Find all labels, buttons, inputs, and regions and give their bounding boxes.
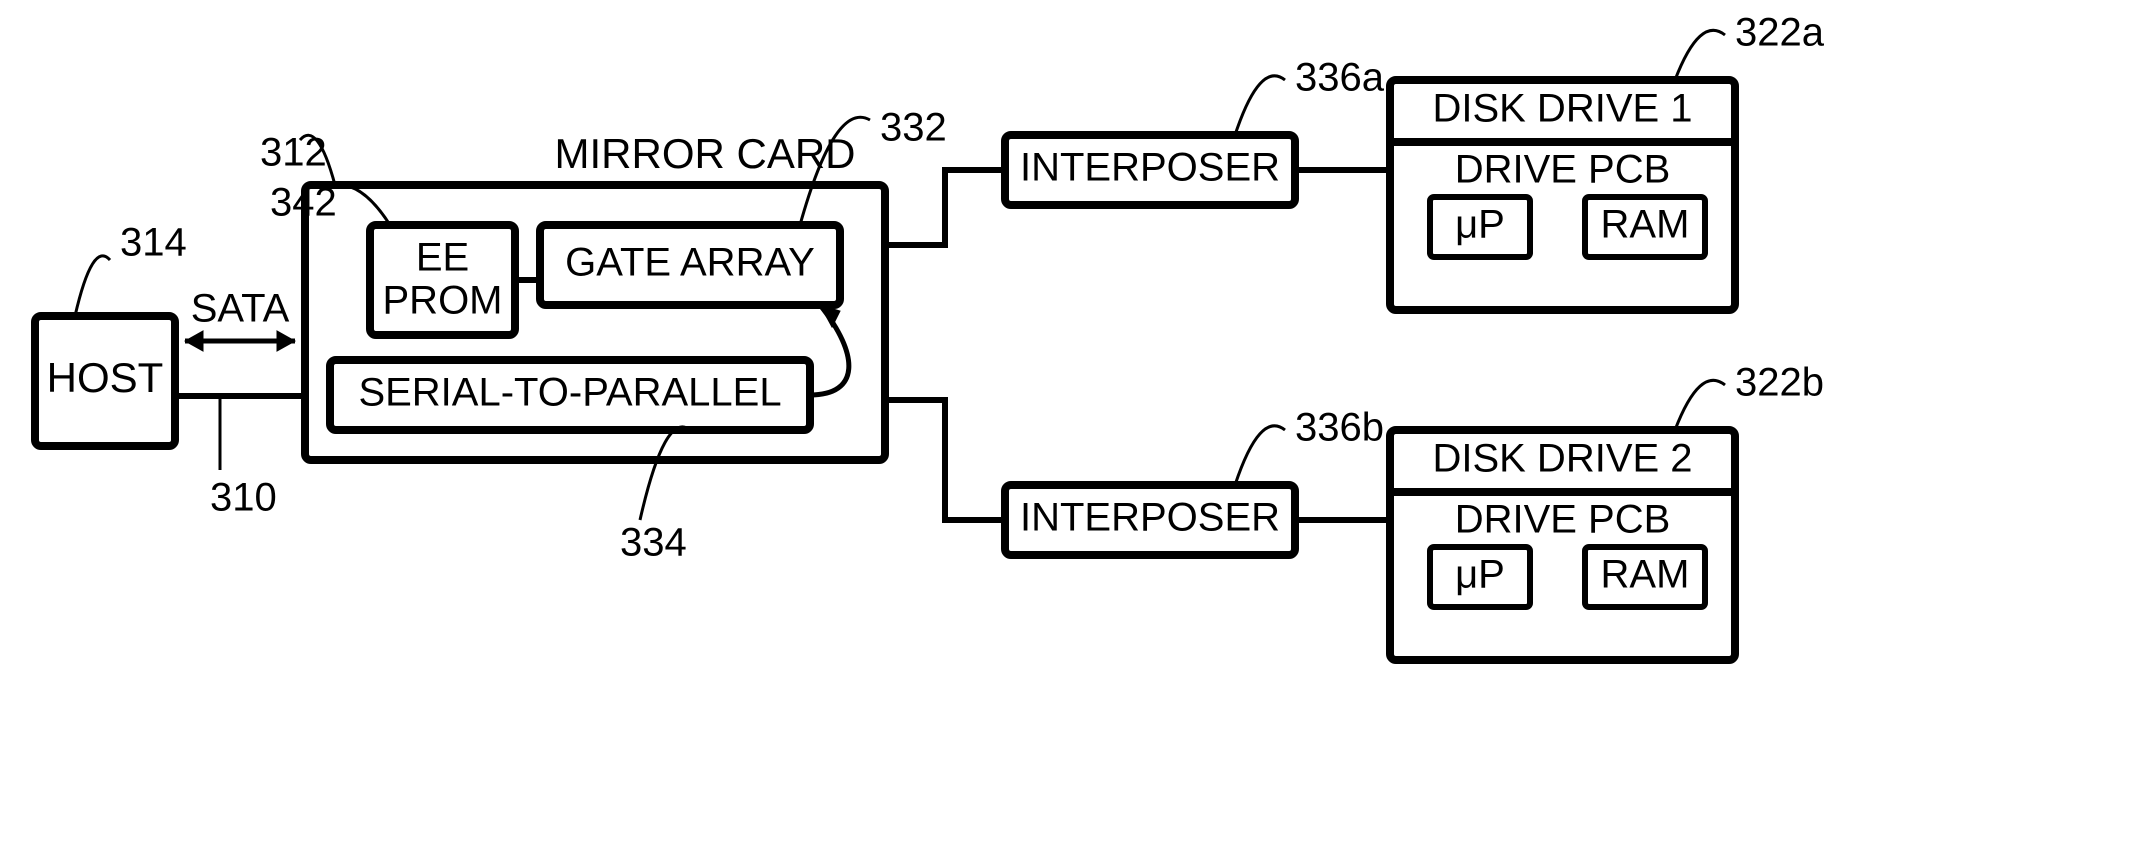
mirror-card-title: MIRROR CARD bbox=[555, 130, 856, 177]
drive-pcb-label: DRIVE PCB bbox=[1455, 498, 1671, 542]
uP-label: μP bbox=[1455, 553, 1505, 597]
s2p-label: SERIAL-TO-PARALLEL bbox=[358, 371, 781, 415]
ref-314: 314 bbox=[120, 221, 187, 265]
eeprom-l2: PROM bbox=[383, 279, 503, 323]
interposer-label: INTERPOSER bbox=[1020, 146, 1280, 190]
ref-312: 312 bbox=[260, 131, 327, 175]
ref-336b: 336b bbox=[1295, 406, 1384, 450]
uP-label: μP bbox=[1455, 203, 1505, 247]
host-label: HOST bbox=[47, 354, 164, 401]
ref-334: 334 bbox=[620, 521, 687, 565]
ref-310: 310 bbox=[210, 476, 277, 520]
drive-pcb-label: DRIVE PCB bbox=[1455, 148, 1671, 192]
ref-342: 342 bbox=[270, 181, 337, 225]
ref-332: 332 bbox=[880, 106, 947, 150]
ref-322a: 322a bbox=[1735, 11, 1825, 55]
eeprom-l1: EE bbox=[416, 236, 469, 280]
ref-336a: 336a bbox=[1295, 56, 1385, 100]
sata-label: SATA bbox=[191, 287, 290, 331]
gate-array-label: GATE ARRAY bbox=[565, 241, 815, 285]
ref-322b: 322b bbox=[1735, 361, 1824, 405]
ram-label: RAM bbox=[1601, 553, 1690, 597]
disk-drive-title: DISK DRIVE 2 bbox=[1432, 437, 1692, 481]
interposer-label: INTERPOSER bbox=[1020, 496, 1280, 540]
disk-drive-title: DISK DRIVE 1 bbox=[1432, 87, 1692, 131]
ram-label: RAM bbox=[1601, 203, 1690, 247]
